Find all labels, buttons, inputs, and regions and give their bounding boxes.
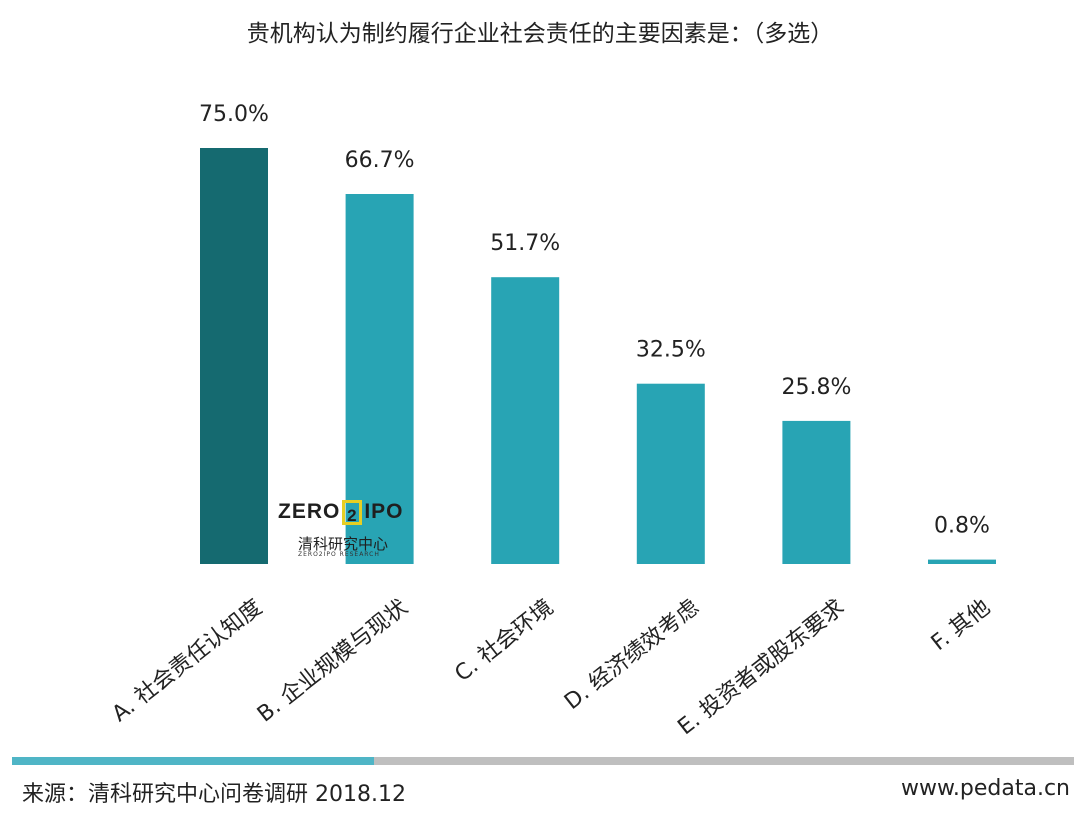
logo-digit-box: 2 <box>342 500 363 525</box>
logo-wordmark: ZERO 2 IPO <box>278 500 404 525</box>
data-label-c: 51.7% <box>490 231 560 256</box>
bar-d <box>636 383 705 564</box>
category-label-c: C. 社会环境 <box>450 595 558 687</box>
bar-chart: 75.0% A. 社会责任认知度 66.7% B. 企业规模与现状 51.7% C. 社会… <box>108 102 996 740</box>
data-label-e: 25.8% <box>781 375 851 400</box>
data-label-d: 32.5% <box>636 338 706 363</box>
source-note: 来源：清科研究中心问卷调研 2018.12 <box>22 782 406 807</box>
bar-e <box>782 420 851 564</box>
logo-word-right: IPO <box>364 500 404 524</box>
chart-title: 贵机构认为制约履行企业社会责任的主要因素是：（多选） <box>246 21 834 47</box>
data-label-a: 75.0% <box>199 102 269 127</box>
category-label-a: A. 社会责任认知度 <box>108 595 267 727</box>
category-label-d: D. 经济绩效考虑 <box>560 595 704 715</box>
data-label-f: 0.8% <box>934 514 990 539</box>
category-label-b: B. 企业规模与现状 <box>253 595 413 727</box>
logo-name-cn: 清科研究中心 <box>298 535 389 553</box>
footer-divider-track <box>12 757 1074 765</box>
category-label-f: F. 其他 <box>927 595 995 656</box>
watermark-logo: ZERO 2 IPO 清科研究中心 ZERO2IPO RESEARCH <box>278 496 428 566</box>
logo-word-left: ZERO <box>278 500 341 524</box>
website-url: www.pedata.cn <box>900 776 1070 801</box>
footer-divider-accent <box>12 757 374 765</box>
bar-a <box>200 148 268 564</box>
logo-name-en: ZERO2IPO RESEARCH <box>298 551 380 558</box>
data-label-b: 66.7% <box>345 148 415 173</box>
bar-f <box>928 559 996 564</box>
bar-c <box>491 277 560 564</box>
